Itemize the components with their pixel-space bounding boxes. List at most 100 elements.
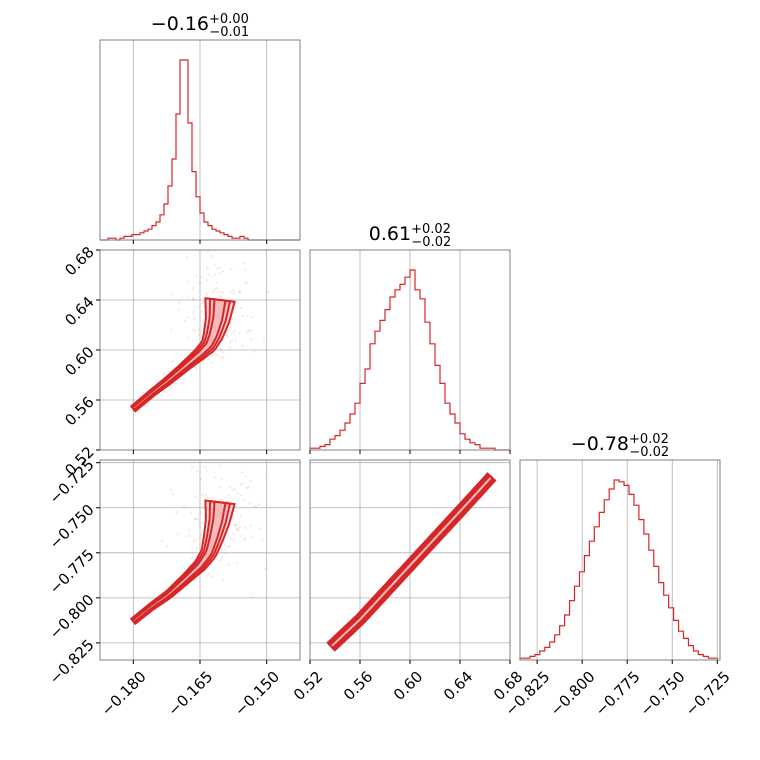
scatter-point bbox=[218, 499, 221, 502]
scatter-point bbox=[204, 493, 207, 496]
scatter-point bbox=[186, 256, 189, 259]
scatter-point bbox=[171, 492, 175, 495]
scatter-point bbox=[221, 350, 224, 353]
scatter-point bbox=[247, 486, 250, 489]
scatter-point bbox=[218, 272, 221, 275]
scatter-point bbox=[235, 527, 239, 530]
scatter-point bbox=[249, 480, 252, 483]
scatter-point bbox=[230, 268, 233, 271]
scatter-point bbox=[183, 567, 187, 570]
scatter-point bbox=[217, 354, 220, 357]
scatter-point bbox=[245, 281, 248, 284]
scatter-point bbox=[249, 329, 252, 332]
scatter-point bbox=[252, 505, 255, 508]
scatter-point bbox=[201, 321, 204, 324]
scatter-point bbox=[230, 317, 233, 320]
scatter-point bbox=[206, 279, 209, 282]
scatter-point bbox=[220, 478, 223, 481]
scatter-point bbox=[227, 546, 230, 549]
scatter-point bbox=[236, 492, 239, 495]
frame-layer bbox=[96, 39, 721, 664]
scatter-point bbox=[177, 302, 180, 305]
scatter-point bbox=[171, 360, 174, 363]
scatter-point bbox=[192, 311, 195, 314]
scatter-point bbox=[264, 567, 267, 570]
scatter-point bbox=[238, 291, 241, 294]
scatter-point bbox=[227, 493, 231, 496]
scatter-point bbox=[243, 498, 246, 501]
scatter-point bbox=[193, 330, 196, 333]
scatter-point bbox=[135, 610, 138, 613]
scatter-point bbox=[195, 275, 198, 278]
scatter-point bbox=[192, 297, 195, 300]
scatter-point bbox=[214, 354, 218, 357]
scatter-point bbox=[241, 229, 243, 231]
scatter-point bbox=[163, 390, 166, 393]
x-tick-label: 0.56 bbox=[340, 668, 376, 704]
scatter-point bbox=[216, 267, 219, 270]
scatter-point bbox=[201, 361, 204, 365]
scatter-point bbox=[221, 292, 224, 295]
scatter-point bbox=[193, 517, 197, 521]
scatter-point bbox=[165, 545, 168, 548]
scatter-point bbox=[241, 482, 244, 485]
y-tick-label: 0.64 bbox=[61, 293, 97, 329]
scatter-point bbox=[233, 329, 236, 332]
scatter-point bbox=[161, 539, 164, 543]
scatter-point bbox=[240, 306, 243, 310]
scatter-point bbox=[215, 281, 218, 284]
scatter-point bbox=[240, 534, 243, 537]
scatter-point bbox=[226, 335, 229, 338]
scatter-point bbox=[246, 314, 249, 317]
scatter-point bbox=[186, 280, 190, 283]
scatter-point bbox=[155, 380, 158, 383]
scatter-point bbox=[180, 376, 183, 379]
scatter-point bbox=[210, 255, 213, 258]
scatter-point bbox=[213, 273, 216, 276]
scatter-point bbox=[207, 273, 211, 276]
scatter-point bbox=[207, 572, 211, 576]
scatter-point bbox=[196, 518, 199, 521]
scatter-point bbox=[197, 333, 201, 336]
scatter-point bbox=[201, 276, 204, 279]
scatter-point bbox=[231, 489, 234, 492]
scatter-point bbox=[225, 331, 228, 334]
scatter-point bbox=[216, 453, 218, 455]
scatter-point bbox=[218, 486, 221, 489]
scatter-point bbox=[170, 328, 173, 331]
x-tick-label: −0.165 bbox=[164, 668, 216, 720]
scatter-point bbox=[241, 471, 244, 474]
histogram-1 bbox=[309, 269, 510, 451]
y-tick-label: −0.800 bbox=[46, 591, 98, 643]
data-layer bbox=[100, 59, 719, 660]
y-tick-label: −0.825 bbox=[46, 636, 98, 688]
scatter-point bbox=[134, 413, 137, 416]
scatter-point bbox=[193, 540, 196, 543]
scatter-point bbox=[212, 291, 215, 294]
scatter-point bbox=[194, 495, 197, 498]
scatter-point bbox=[243, 537, 247, 540]
scatter-point bbox=[207, 497, 210, 500]
scatter-point bbox=[229, 326, 232, 330]
scatter-point bbox=[219, 295, 222, 298]
scatter-point bbox=[241, 344, 244, 347]
scatter-point bbox=[206, 267, 209, 270]
scatter-point bbox=[244, 526, 247, 529]
scatter-point bbox=[254, 505, 257, 508]
scatter-point bbox=[251, 315, 254, 318]
contour-level-0 bbox=[131, 500, 227, 624]
scatter-point bbox=[259, 527, 262, 530]
scatter-point bbox=[214, 476, 217, 479]
scatter-point bbox=[243, 262, 246, 265]
scatter-point bbox=[236, 561, 239, 564]
scatter-point bbox=[190, 511, 193, 514]
scatter-point bbox=[220, 498, 223, 501]
scatter-point bbox=[207, 250, 210, 253]
scatter-point bbox=[223, 548, 226, 551]
scatter-point bbox=[175, 511, 178, 514]
scatter-point bbox=[246, 486, 249, 489]
scatter-point bbox=[228, 341, 231, 344]
x-tick-label: −0.775 bbox=[592, 668, 644, 720]
scatter-point bbox=[188, 534, 191, 537]
